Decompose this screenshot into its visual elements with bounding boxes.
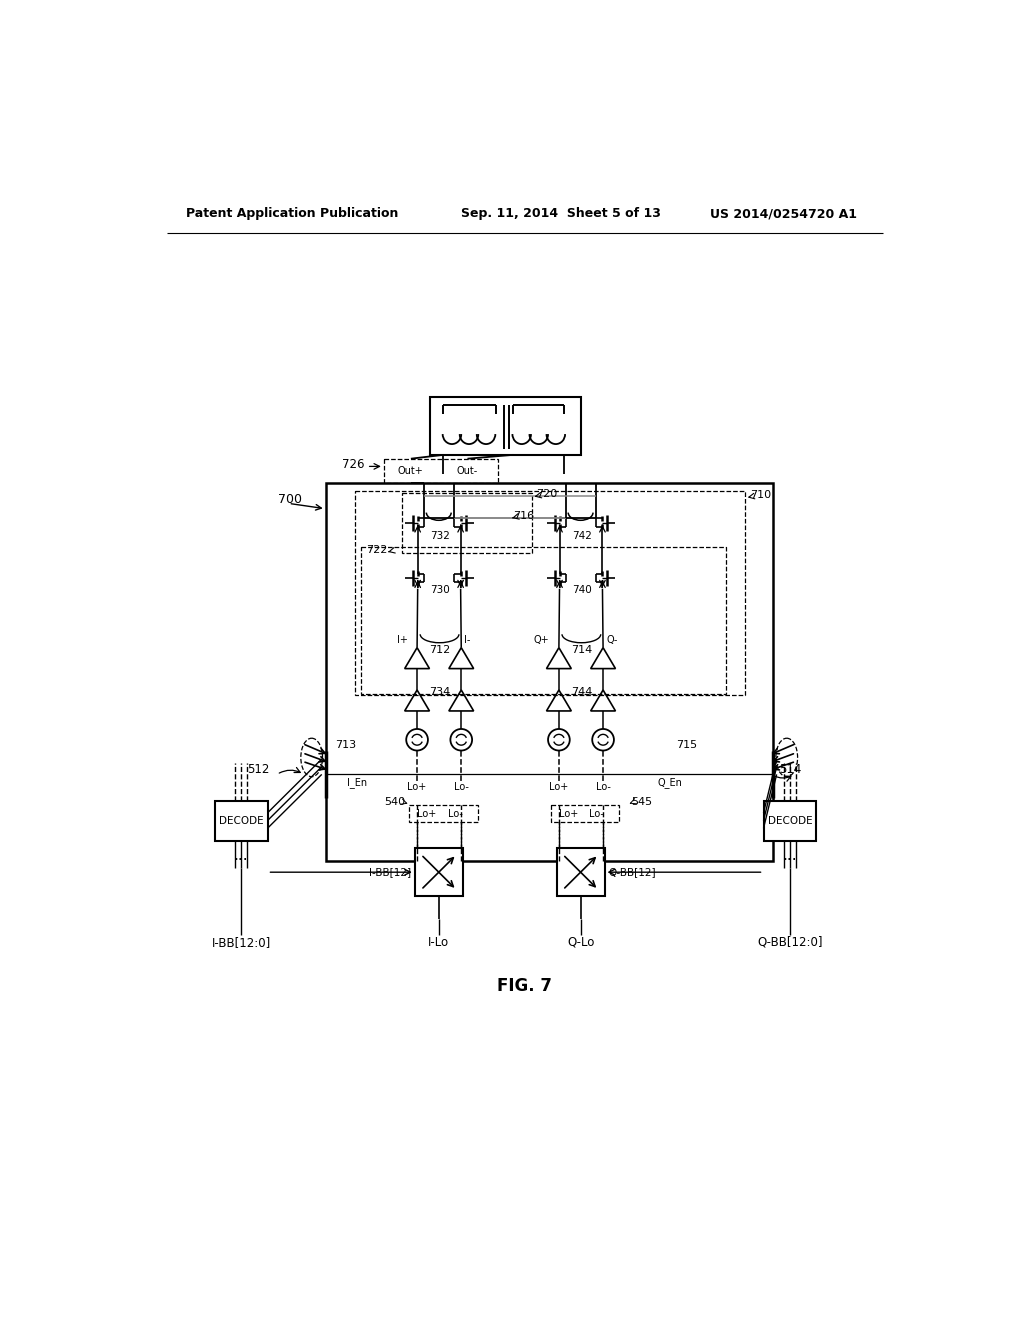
- Bar: [415, 849, 463, 896]
- Bar: [360, 548, 726, 693]
- Text: US 2014/0254720 A1: US 2014/0254720 A1: [710, 207, 856, 220]
- Text: Q-BB[12:0]: Q-BB[12:0]: [757, 936, 822, 949]
- Text: 512: 512: [247, 763, 269, 776]
- Bar: [401, 492, 531, 553]
- Text: Q-BB[12]: Q-BB[12]: [608, 867, 656, 878]
- Bar: [326, 483, 773, 861]
- Text: 734: 734: [429, 686, 451, 697]
- Text: 720: 720: [536, 490, 557, 499]
- Text: Lo+: Lo+: [549, 783, 568, 792]
- Text: 744: 744: [570, 686, 592, 697]
- Text: DECODE: DECODE: [768, 816, 812, 826]
- Text: Lo+: Lo+: [408, 783, 427, 792]
- Text: Lo+: Lo+: [558, 809, 578, 818]
- Text: Lo+: Lo+: [417, 809, 436, 818]
- Bar: [355, 491, 744, 696]
- Text: 726: 726: [342, 458, 365, 471]
- Text: 713: 713: [336, 741, 356, 750]
- Text: Lo-: Lo-: [590, 809, 604, 818]
- Text: I-: I-: [464, 635, 471, 645]
- Text: 716: 716: [513, 511, 535, 521]
- Bar: [384, 459, 499, 483]
- Text: Q+: Q+: [534, 635, 550, 645]
- Text: 730: 730: [430, 585, 451, 594]
- Text: I-BB[12:0]: I-BB[12:0]: [212, 936, 270, 949]
- Bar: [764, 801, 816, 841]
- Text: Lo-: Lo-: [596, 783, 610, 792]
- Text: 714: 714: [570, 644, 592, 655]
- Text: 742: 742: [572, 531, 592, 541]
- Bar: [430, 397, 582, 455]
- Text: Patent Application Publication: Patent Application Publication: [186, 207, 398, 220]
- Text: Q_En: Q_En: [657, 776, 682, 788]
- Text: Q-: Q-: [606, 635, 617, 645]
- Text: 700: 700: [278, 492, 302, 506]
- Text: 722: 722: [366, 545, 387, 554]
- Text: 540: 540: [384, 797, 406, 807]
- Text: I-BB[12]: I-BB[12]: [369, 867, 411, 878]
- Text: DECODE: DECODE: [219, 816, 263, 826]
- Text: I-Lo: I-Lo: [428, 936, 450, 949]
- Bar: [410, 805, 477, 822]
- Text: Sep. 11, 2014  Sheet 5 of 13: Sep. 11, 2014 Sheet 5 of 13: [461, 207, 662, 220]
- Text: 732: 732: [430, 531, 451, 541]
- Bar: [551, 805, 620, 822]
- Text: 740: 740: [572, 585, 592, 594]
- Bar: [557, 849, 604, 896]
- Text: Out-: Out-: [457, 466, 478, 477]
- Bar: [215, 801, 267, 841]
- Text: FIG. 7: FIG. 7: [498, 977, 552, 995]
- Text: I+: I+: [397, 635, 408, 645]
- Text: Lo-: Lo-: [454, 783, 469, 792]
- Text: I_En: I_En: [346, 776, 367, 788]
- Text: Out+: Out+: [398, 466, 424, 477]
- Text: Q-Lo: Q-Lo: [567, 936, 594, 949]
- Text: 710: 710: [751, 490, 771, 500]
- Text: ...: ...: [782, 847, 797, 863]
- Text: 514: 514: [779, 763, 802, 776]
- Text: Lo-: Lo-: [447, 809, 463, 818]
- Text: 712: 712: [429, 644, 451, 655]
- Text: 715: 715: [676, 741, 697, 750]
- Text: 545: 545: [631, 797, 652, 807]
- Text: ...: ...: [233, 847, 249, 863]
